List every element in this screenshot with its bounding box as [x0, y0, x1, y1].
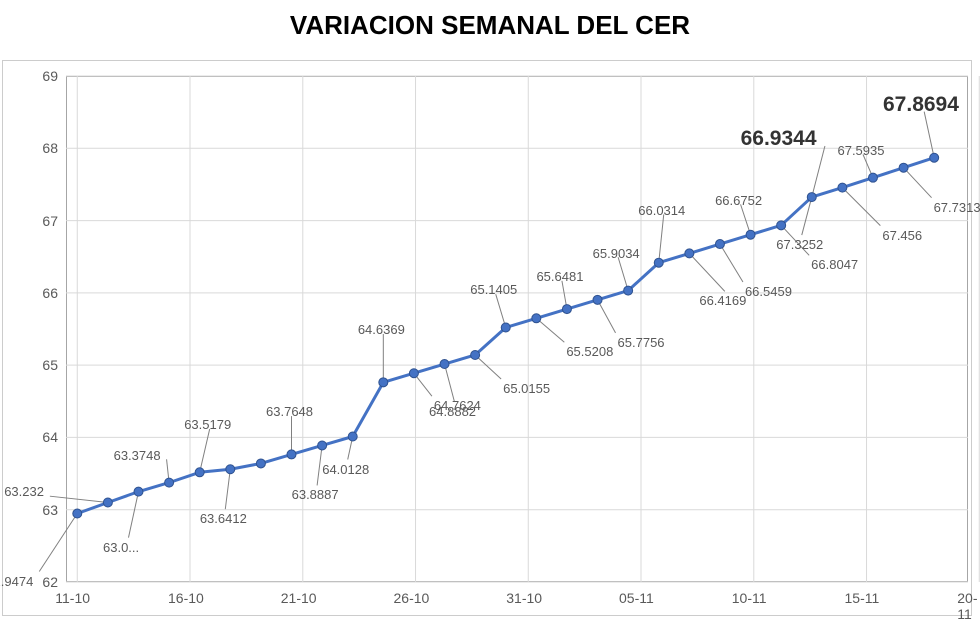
leader-line — [50, 496, 108, 502]
data-label: 67.7313 — [934, 200, 980, 215]
series-marker — [838, 183, 847, 192]
leader-line — [924, 112, 934, 158]
series-marker — [715, 240, 724, 249]
leader-line — [128, 492, 138, 538]
data-label: 63.6412 — [200, 511, 247, 526]
x-axis-tick-label: 10-11 — [732, 590, 767, 606]
data-label: 63.232 — [4, 484, 44, 499]
data-label: 64.6369 — [358, 322, 405, 337]
series-marker — [195, 468, 204, 477]
series-marker — [379, 378, 388, 387]
data-label: 65.0155 — [503, 381, 550, 396]
series-marker — [501, 323, 510, 332]
data-label: 63.8887 — [292, 487, 339, 502]
y-axis-tick-label: 66 — [42, 285, 58, 301]
series-marker — [348, 432, 357, 441]
series-marker — [777, 221, 786, 230]
series-marker — [165, 478, 174, 487]
y-axis-tick-label: 62 — [42, 574, 58, 590]
leader-line — [659, 214, 664, 262]
series-marker — [685, 249, 694, 258]
y-axis-tick-label: 64 — [42, 429, 58, 445]
data-label: 63.7648 — [266, 404, 313, 419]
series-marker — [318, 441, 327, 450]
leader-line — [445, 364, 455, 402]
x-axis-tick-label: 11-10 — [55, 590, 90, 606]
series-marker — [471, 350, 480, 359]
data-label: 66.6752 — [715, 193, 762, 208]
data-label: 65.1405 — [470, 282, 517, 297]
series-marker — [103, 498, 112, 507]
x-axis-tick-label: 15-11 — [845, 590, 880, 606]
y-axis-tick-label: 65 — [42, 357, 58, 373]
leader-line — [225, 469, 230, 509]
x-axis-tick-label: 31-10 — [506, 590, 542, 606]
leader-line — [39, 514, 77, 572]
chart-svg — [0, 0, 980, 621]
data-label: 64.8882 — [429, 404, 476, 419]
leader-lines — [39, 112, 934, 572]
data-label: 66.8047 — [811, 257, 858, 272]
series-marker — [409, 369, 418, 378]
data-label: 65.7756 — [618, 335, 665, 350]
series-line — [77, 158, 934, 514]
data-label: 64.0128 — [322, 462, 369, 477]
series-marker — [440, 360, 449, 369]
leader-line — [536, 318, 564, 342]
series-marker — [624, 286, 633, 295]
leader-line — [618, 257, 628, 290]
x-axis-tick-label: 16-10 — [168, 590, 204, 606]
series-marker — [868, 173, 877, 182]
leader-line — [904, 168, 932, 198]
y-axis-tick-label: 68 — [42, 140, 58, 156]
series-marker — [899, 163, 908, 172]
data-label: 67.3252 — [776, 237, 823, 252]
leader-line — [475, 355, 501, 379]
series-marker — [746, 230, 755, 239]
y-axis-tick-label: 63 — [42, 502, 58, 518]
leader-line — [812, 146, 825, 197]
leader-line — [689, 253, 724, 291]
data-label: 66.0314 — [638, 203, 685, 218]
x-axis-tick-label: 05-11 — [619, 590, 654, 606]
data-label: 63.3748 — [114, 448, 161, 463]
series-marker — [226, 465, 235, 474]
x-axis-tick-label: 21-10 — [281, 590, 317, 606]
series-marker — [593, 295, 602, 304]
data-label: 67.8694 — [883, 93, 959, 117]
series-marker — [930, 153, 939, 162]
series-marker — [73, 509, 82, 518]
y-axis-tick-label: 69 — [42, 68, 58, 84]
series-marker — [287, 450, 296, 459]
series-marker — [562, 305, 571, 314]
leader-line — [496, 294, 506, 327]
series-marker — [532, 314, 541, 323]
leader-line — [598, 300, 616, 333]
y-axis-tick-label: 67 — [42, 213, 58, 229]
data-label: 66.5459 — [745, 284, 792, 299]
leader-line — [720, 244, 743, 282]
data-label: 66.4169 — [699, 293, 746, 308]
data-label: 65.6481 — [536, 269, 583, 284]
series-marker — [807, 193, 816, 202]
data-label: 63.0... — [103, 540, 139, 555]
data-label: 66.9344 — [741, 127, 817, 151]
data-label: 65.9034 — [593, 246, 640, 261]
series-marker — [654, 258, 663, 267]
series-marker — [256, 459, 265, 468]
data-label: 67.456 — [882, 228, 922, 243]
data-label: 65.5208 — [566, 344, 613, 359]
leader-line — [200, 429, 210, 472]
data-label: 67.5935 — [837, 143, 884, 158]
leader-line — [842, 188, 880, 226]
x-axis-tick-label: 20-11 — [957, 590, 980, 622]
x-axis-tick-label: 26-10 — [394, 590, 430, 606]
data-label: 62.9474 — [0, 574, 33, 589]
data-label: 63.5179 — [184, 417, 231, 432]
series-marker — [134, 487, 143, 496]
